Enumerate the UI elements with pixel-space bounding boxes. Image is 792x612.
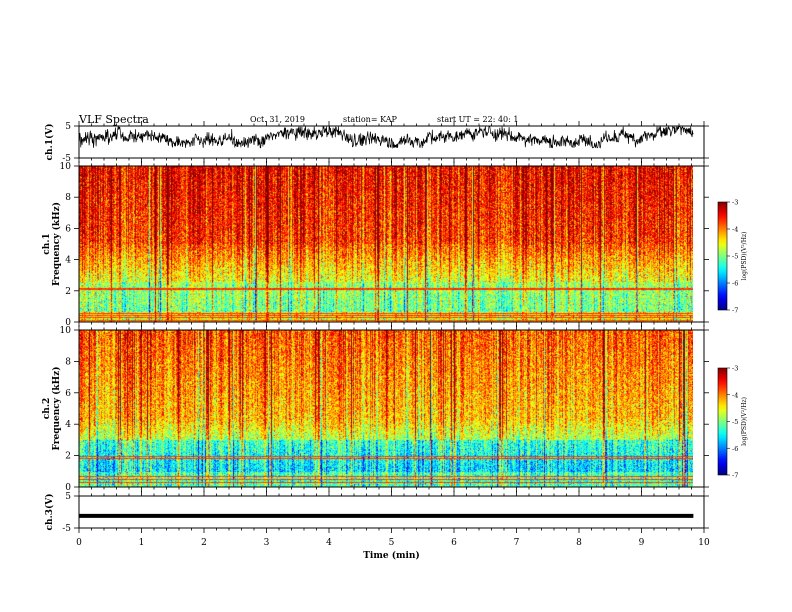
date-label: Oct. 31, 2019 bbox=[250, 115, 305, 124]
ch2-spectrogram-image bbox=[79, 330, 693, 487]
x-tick-label: 6 bbox=[451, 538, 457, 548]
ch2-colorbar-gradient bbox=[718, 368, 727, 475]
ch1-spectrogram-ylabel-line: ch.1 bbox=[42, 233, 52, 254]
ch2-spectrogram-ylabel-line: ch.2 bbox=[42, 398, 52, 419]
ch1-colorbar-tick-label: -4 bbox=[732, 226, 738, 234]
x-tick-label: 5 bbox=[389, 538, 395, 548]
ch2-spectrogram-ytick-label: 2 bbox=[65, 452, 71, 462]
x-tick-label: 9 bbox=[639, 538, 645, 548]
ch1-spectrogram-ytick-label: 10 bbox=[60, 162, 72, 172]
ch3-waveform-ytick-label: 5 bbox=[65, 492, 71, 502]
x-axis-label: Time (min) bbox=[363, 550, 420, 561]
start-time-label: start UT = 22: 40: 1 bbox=[437, 115, 519, 124]
x-tick-label: 10 bbox=[698, 538, 710, 548]
ch2-colorbar-label: log(PSD)(V²/Hz) bbox=[741, 397, 748, 446]
figure-title: VLF Spectra bbox=[79, 113, 149, 126]
ch2-spectrogram-ytick-label: 8 bbox=[65, 357, 71, 367]
ch2-colorbar-tick-label: -3 bbox=[732, 365, 738, 373]
ch1-spectrogram-image bbox=[79, 166, 693, 322]
ch2-spectrogram-ytick-label: 10 bbox=[60, 326, 72, 336]
x-tick-label: 3 bbox=[264, 538, 270, 548]
x-tick-label: 2 bbox=[201, 538, 207, 548]
ch2-spectrogram-ytick-label: 6 bbox=[65, 389, 71, 399]
ch2-colorbar-label-text: log(PSD)(V²/Hz) bbox=[741, 397, 748, 446]
ch2-colorbar-tick-label: -4 bbox=[732, 391, 738, 399]
ch1-colorbar-gradient bbox=[718, 202, 727, 310]
ch3-waveform-ytick-label: -5 bbox=[62, 524, 71, 534]
ch3-waveform-frame bbox=[78, 495, 705, 529]
ch1-colorbar-tick-label: -5 bbox=[732, 253, 738, 261]
ch2-colorbar-tick-label: -6 bbox=[732, 445, 738, 453]
x-tick-label: 8 bbox=[576, 538, 582, 548]
ch1-spectrogram-ylabel: ch.1 Frequency (kHz) bbox=[42, 202, 62, 286]
ch1-waveform-line bbox=[78, 125, 694, 149]
ch1-spectrogram-ytick-label: 8 bbox=[65, 193, 71, 203]
ch2-colorbar-tick-label: -5 bbox=[732, 418, 738, 426]
station-label: station= KAP bbox=[343, 115, 397, 124]
ch1-spectrogram-ylabel-line: Frequency (kHz) bbox=[51, 202, 62, 286]
ch1-spectrogram-ytick-label: 0 bbox=[65, 318, 71, 328]
ch2-colorbar-tick-label: -7 bbox=[732, 472, 738, 480]
ch1-waveform-ylabel-line: ch.1(V) bbox=[44, 124, 55, 161]
ch1-spectrogram-ytick-label: 4 bbox=[65, 256, 71, 266]
ch1-colorbar-label: log(PSD)(V²/Hz) bbox=[741, 232, 748, 281]
ch1-waveform-ytick-label: 5 bbox=[65, 122, 71, 132]
ch1-spectrogram-ytick-label: 6 bbox=[65, 224, 71, 234]
ch2-spectrogram-ylabel-line: Frequency (kHz) bbox=[51, 366, 62, 450]
ch3-waveform-ylabel: ch.3(V) bbox=[44, 494, 55, 531]
ch1-spectrogram-ytick-label: 2 bbox=[65, 287, 71, 297]
x-tick-label: 4 bbox=[326, 538, 332, 548]
ch1-colorbar-tick-label: -7 bbox=[732, 307, 738, 315]
ch3-waveform-ylabel-line: ch.3(V) bbox=[44, 494, 55, 531]
ch1-waveform-ytick-label: -5 bbox=[62, 154, 71, 164]
ch1-colorbar-tick-label: -3 bbox=[732, 199, 738, 207]
ch1-colorbar-label-text: log(PSD)(V²/Hz) bbox=[741, 232, 748, 281]
ch2-spectrogram-ytick-label: 4 bbox=[65, 420, 71, 430]
x-tick-label: 0 bbox=[76, 538, 82, 548]
x-tick-label: 1 bbox=[139, 538, 145, 548]
ch2-spectrogram-ylabel: ch.2 Frequency (kHz) bbox=[42, 366, 62, 450]
x-tick-label: 7 bbox=[514, 538, 520, 548]
ch1-waveform-ylabel: ch.1(V) bbox=[44, 124, 55, 161]
ch2-spectrogram-ytick-label: 0 bbox=[65, 483, 71, 493]
ch1-colorbar-tick-label: -6 bbox=[732, 280, 738, 288]
